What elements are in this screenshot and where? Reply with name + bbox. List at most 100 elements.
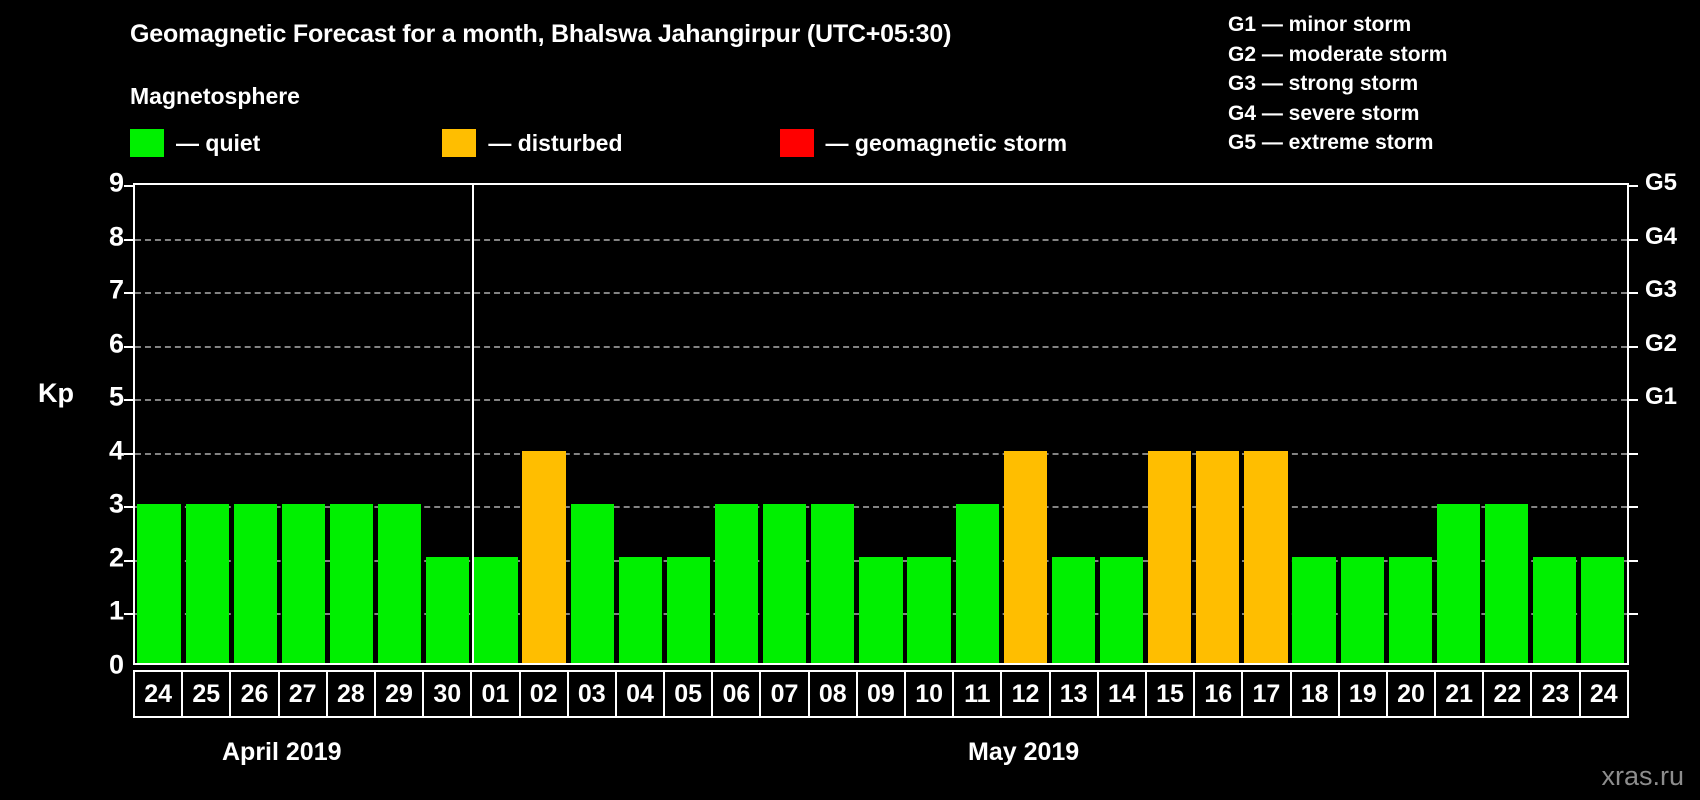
day-label-6[interactable]: 30: [422, 670, 473, 718]
y-axis-label-3: 3: [108, 488, 124, 519]
y-tick-1-right: [1627, 613, 1638, 616]
bar-slot: [1001, 185, 1049, 663]
bar-may-13[interactable]: [1051, 556, 1096, 663]
day-label-20[interactable]: 14: [1096, 670, 1147, 718]
bar-may-01[interactable]: [474, 556, 518, 663]
bar-may-24[interactable]: [1581, 556, 1625, 663]
day-label-13[interactable]: 07: [759, 670, 810, 718]
bar-april-24[interactable]: [137, 503, 181, 663]
day-label-1[interactable]: 25: [181, 670, 232, 718]
bar-april-27[interactable]: [281, 503, 326, 663]
bar-april-26[interactable]: [233, 503, 277, 663]
g-axis-label-g1: G1: [1645, 383, 1678, 411]
month-labels: April 2019 May 2019: [0, 738, 1700, 778]
legend-label-disturbed: — disturbed: [488, 129, 623, 156]
bar-may-21[interactable]: [1436, 503, 1481, 663]
legend-swatch-storm: [779, 129, 814, 157]
day-label-24[interactable]: 18: [1289, 670, 1340, 718]
bar-slot: [520, 185, 568, 663]
bar-slot: [135, 185, 183, 663]
magnetosphere-label: Magnetosphere: [130, 83, 300, 109]
bar-slot: [1049, 185, 1097, 663]
bar-may-11[interactable]: [955, 503, 999, 663]
bar-april-29[interactable]: [378, 503, 422, 663]
bar-may-06[interactable]: [714, 503, 759, 663]
bar-slot: [1579, 185, 1627, 663]
g-scale-item-g5: G5 — extreme storm: [1228, 131, 1434, 155]
day-label-15[interactable]: 09: [855, 670, 906, 718]
bar-may-14[interactable]: [1099, 556, 1144, 663]
day-label-28[interactable]: 22: [1482, 670, 1533, 718]
day-label-5[interactable]: 29: [373, 670, 425, 718]
day-label-16[interactable]: 10: [904, 670, 955, 718]
bar-may-16[interactable]: [1196, 450, 1240, 663]
day-label-12[interactable]: 06: [711, 670, 762, 718]
day-label-18[interactable]: 12: [1000, 670, 1051, 718]
day-label-17[interactable]: 11: [952, 670, 1003, 718]
day-label-19[interactable]: 13: [1048, 670, 1099, 718]
bar-may-20[interactable]: [1388, 556, 1432, 663]
bar-april-30[interactable]: [426, 556, 470, 663]
day-label-25[interactable]: 19: [1337, 670, 1388, 718]
bar-slot: [376, 185, 424, 663]
y-tick-9: [124, 185, 135, 187]
bar-april-28[interactable]: [329, 503, 374, 663]
bar-slot: [713, 185, 761, 663]
y-tick-3-right: [1627, 506, 1638, 509]
bar-may-22[interactable]: [1484, 503, 1529, 663]
gridline-kp-7: [135, 292, 1627, 295]
day-label-21[interactable]: 15: [1144, 670, 1196, 718]
bar-may-18[interactable]: [1292, 556, 1336, 663]
bar-may-08[interactable]: [811, 503, 855, 663]
bar-may-19[interactable]: [1340, 556, 1384, 663]
day-label-10[interactable]: 04: [614, 670, 666, 718]
bar-slot: [1242, 185, 1290, 663]
bar-slot: [809, 185, 857, 663]
bar-may-17[interactable]: [1244, 450, 1288, 663]
bar-slot: [1098, 185, 1146, 663]
bar-slot: [472, 185, 520, 663]
y-tick-3: [124, 506, 135, 509]
x-axis-day-labels: 24 25 26 27 28 29 30 01 02 03 04 05 06 07 08 09 10 11 12 13…: [133, 670, 1629, 718]
gridline-kp-3: [135, 506, 1627, 509]
day-label-27[interactable]: 21: [1434, 670, 1485, 718]
page-title: Geomagnetic Forecast for a month, Bhalsw…: [130, 20, 952, 48]
day-label-11[interactable]: 05: [663, 670, 714, 718]
bar-may-15[interactable]: [1148, 450, 1192, 663]
y-tick-4-right: [1627, 452, 1638, 455]
day-label-22[interactable]: 16: [1193, 670, 1244, 718]
bar-may-12[interactable]: [1003, 450, 1047, 663]
bar-may-10[interactable]: [907, 556, 951, 663]
bar-slot: [1386, 185, 1434, 663]
bar-may-23[interactable]: [1533, 556, 1577, 663]
day-label-4[interactable]: 28: [325, 670, 376, 718]
bar-may-05[interactable]: [666, 556, 711, 663]
bar-april-25[interactable]: [185, 503, 229, 663]
day-label-8[interactable]: 02: [518, 670, 569, 718]
bar-may-09[interactable]: [859, 556, 903, 663]
day-label-2[interactable]: 26: [229, 670, 280, 718]
bar-may-03[interactable]: [570, 503, 614, 663]
y-axis-label-6: 6: [108, 328, 124, 359]
day-label-3[interactable]: 27: [277, 670, 328, 718]
day-label-9[interactable]: 03: [566, 670, 617, 718]
day-label-7[interactable]: 01: [470, 670, 521, 718]
day-label-23[interactable]: 17: [1241, 670, 1292, 718]
g-scale-axis-labels: G5 G4 G3 G2 G1: [1645, 169, 1700, 665]
month-label-may: May 2019: [968, 738, 1080, 766]
bar-slot: [424, 185, 472, 663]
g-axis-label-g3: G3: [1645, 276, 1678, 304]
legend-label-storm: — geomagnetic storm: [825, 129, 1068, 156]
month-divider: [471, 185, 474, 663]
day-label-29[interactable]: 23: [1530, 670, 1581, 718]
bar-may-04[interactable]: [618, 556, 662, 663]
bar-slot: [616, 185, 664, 663]
bar-may-07[interactable]: [763, 503, 807, 663]
day-label-14[interactable]: 08: [807, 670, 858, 718]
y-tick-2: [124, 559, 135, 562]
bar-may-02[interactable]: [522, 450, 566, 663]
day-label-0[interactable]: 24: [133, 670, 184, 718]
day-label-26[interactable]: 20: [1385, 670, 1437, 718]
y-tick-2-right: [1627, 559, 1638, 562]
day-label-30[interactable]: 24: [1578, 670, 1629, 718]
